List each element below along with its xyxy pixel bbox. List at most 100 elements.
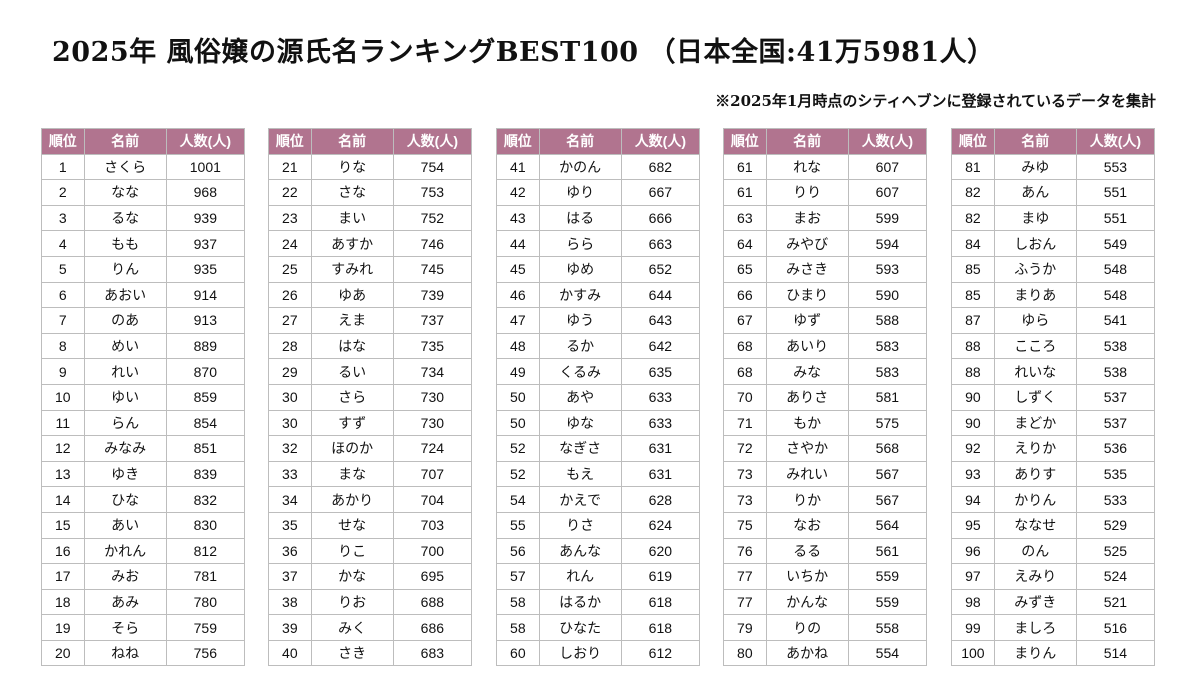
name-cell: ありさ <box>765 383 849 411</box>
name-cell: いちか <box>765 563 849 590</box>
count-cell: 618 <box>620 588 701 616</box>
table-row: 93 ありす 535 <box>951 460 1156 488</box>
count-cell: 703 <box>392 511 473 539</box>
name-cell: さな <box>310 179 394 206</box>
name-cell: るい <box>310 358 394 385</box>
count-cell: 707 <box>392 460 473 488</box>
header-count: 人数(人) <box>620 128 701 155</box>
count-cell: 780 <box>165 588 246 616</box>
rank-cell: 30 <box>268 409 312 437</box>
count-cell: 590 <box>847 281 928 309</box>
count-cell: 594 <box>847 230 928 257</box>
name-cell: ななせ <box>993 511 1077 539</box>
table-row: 18 あみ 780 <box>41 588 246 616</box>
rank-cell: 66 <box>723 281 767 309</box>
name-cell: れん <box>538 563 622 590</box>
rank-cell: 92 <box>951 435 995 462</box>
count-cell: 575 <box>847 409 928 437</box>
name-cell: まりあ <box>993 281 1077 309</box>
rank-cell: 48 <box>496 332 540 360</box>
rank-cell: 4 <box>41 230 85 257</box>
name-cell: かのん <box>538 153 622 181</box>
table-row: 60 しおり 612 <box>496 639 701 667</box>
count-cell: 730 <box>392 383 473 411</box>
rank-cell: 45 <box>496 255 540 283</box>
name-cell: もか <box>765 409 849 437</box>
name-cell: ゆう <box>538 307 622 334</box>
rank-cell: 7 <box>41 307 85 334</box>
name-cell: のあ <box>83 307 167 334</box>
name-cell: さやか <box>765 435 849 462</box>
name-cell: もえ <box>538 460 622 488</box>
rank-cell: 44 <box>496 230 540 257</box>
name-cell: まお <box>765 204 849 232</box>
rank-cell: 35 <box>268 511 312 539</box>
rank-cell: 36 <box>268 537 312 565</box>
rank-cell: 15 <box>41 511 85 539</box>
table-row: 66 ひまり 590 <box>723 281 928 309</box>
count-cell: 832 <box>165 486 246 513</box>
name-cell: りな <box>310 153 394 181</box>
name-cell: ひなた <box>538 614 622 641</box>
header-count: 人数(人) <box>392 128 473 155</box>
name-cell: れな <box>765 153 849 181</box>
rank-cell: 32 <box>268 435 312 462</box>
table-row: 82 まゆ 551 <box>951 204 1156 232</box>
count-cell: 854 <box>165 409 246 437</box>
rank-cell: 43 <box>496 204 540 232</box>
count-cell: 529 <box>1075 511 1156 539</box>
rank-cell: 98 <box>951 588 995 616</box>
name-cell: えりか <box>993 435 1077 462</box>
table-row: 7 のあ 913 <box>41 307 246 334</box>
count-cell: 538 <box>1075 358 1156 385</box>
rank-cell: 52 <box>496 460 540 488</box>
rank-cell: 90 <box>951 409 995 437</box>
rank-cell: 68 <box>723 332 767 360</box>
table-row: 19 そら 759 <box>41 614 246 641</box>
count-cell: 559 <box>847 563 928 590</box>
name-cell: あいり <box>765 332 849 360</box>
rank-cell: 33 <box>268 460 312 488</box>
header-name: 名前 <box>538 128 622 155</box>
table-row: 85 ふうか 548 <box>951 255 1156 283</box>
name-cell: るな <box>83 204 167 232</box>
count-cell: 561 <box>847 537 928 565</box>
count-cell: 549 <box>1075 230 1156 257</box>
count-cell: 913 <box>165 307 246 334</box>
rank-cell: 80 <box>723 639 767 667</box>
table-header-row: 順位 名前 人数(人) <box>723 128 928 155</box>
table-row: 81 みゆ 553 <box>951 153 1156 181</box>
count-cell: 538 <box>1075 332 1156 360</box>
table-row: 30 すず 730 <box>268 409 473 437</box>
name-cell: ゆめ <box>538 255 622 283</box>
count-cell: 612 <box>620 639 701 667</box>
count-cell: 642 <box>620 332 701 360</box>
rank-cell: 9 <box>41 358 85 385</box>
name-cell: すず <box>310 409 394 437</box>
rank-cell: 41 <box>496 153 540 181</box>
table-row: 88 こころ 538 <box>951 332 1156 360</box>
count-cell: 607 <box>847 179 928 206</box>
rank-cell: 84 <box>951 230 995 257</box>
name-cell: そら <box>83 614 167 641</box>
rank-cell: 13 <box>41 460 85 488</box>
rank-cell: 82 <box>951 204 995 232</box>
table-row: 96 のん 525 <box>951 537 1156 565</box>
table-row: 64 みやび 594 <box>723 230 928 257</box>
header-name: 名前 <box>83 128 167 155</box>
name-cell: あかね <box>765 639 849 667</box>
table-row: 56 あんな 620 <box>496 537 701 565</box>
rank-cell: 61 <box>723 153 767 181</box>
count-cell: 607 <box>847 153 928 181</box>
table-row: 12 みなみ 851 <box>41 435 246 462</box>
table-row: 41 かのん 682 <box>496 153 701 181</box>
name-cell: はる <box>538 204 622 232</box>
table-row: 70 ありさ 581 <box>723 383 928 411</box>
count-cell: 559 <box>847 588 928 616</box>
name-cell: えま <box>310 307 394 334</box>
name-cell: まりん <box>993 639 1077 667</box>
table-row: 82 あん 551 <box>951 179 1156 206</box>
table-row: 14 ひな 832 <box>41 486 246 513</box>
data-source-note: ※2025年1月時点のシティヘブンに登録されているデータを集計 <box>715 92 1156 110</box>
count-cell: 631 <box>620 435 701 462</box>
